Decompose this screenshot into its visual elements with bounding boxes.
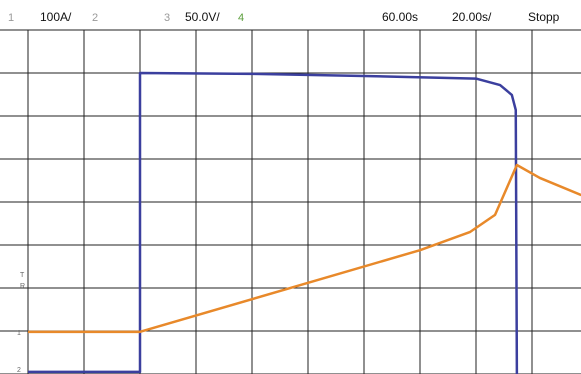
marker-label: R bbox=[20, 283, 25, 290]
channel-scale: 100A/ bbox=[40, 10, 72, 24]
marker-label: T bbox=[20, 272, 25, 279]
channel-label: 3 bbox=[164, 12, 170, 24]
channel-label: 1 bbox=[8, 12, 14, 24]
channel-scale: 50.0V/ bbox=[185, 10, 220, 24]
waveform bbox=[28, 163, 581, 334]
channel-label: 4 bbox=[238, 12, 244, 24]
marker-label: 1 bbox=[17, 330, 21, 337]
waveform bbox=[28, 71, 519, 374]
channel-label: 2 bbox=[92, 12, 98, 24]
time-position: 60.00s bbox=[382, 10, 418, 24]
marker-label: 2 bbox=[17, 367, 21, 374]
timebase: 20.00s/ bbox=[452, 10, 492, 24]
status: Stopp bbox=[528, 10, 560, 24]
